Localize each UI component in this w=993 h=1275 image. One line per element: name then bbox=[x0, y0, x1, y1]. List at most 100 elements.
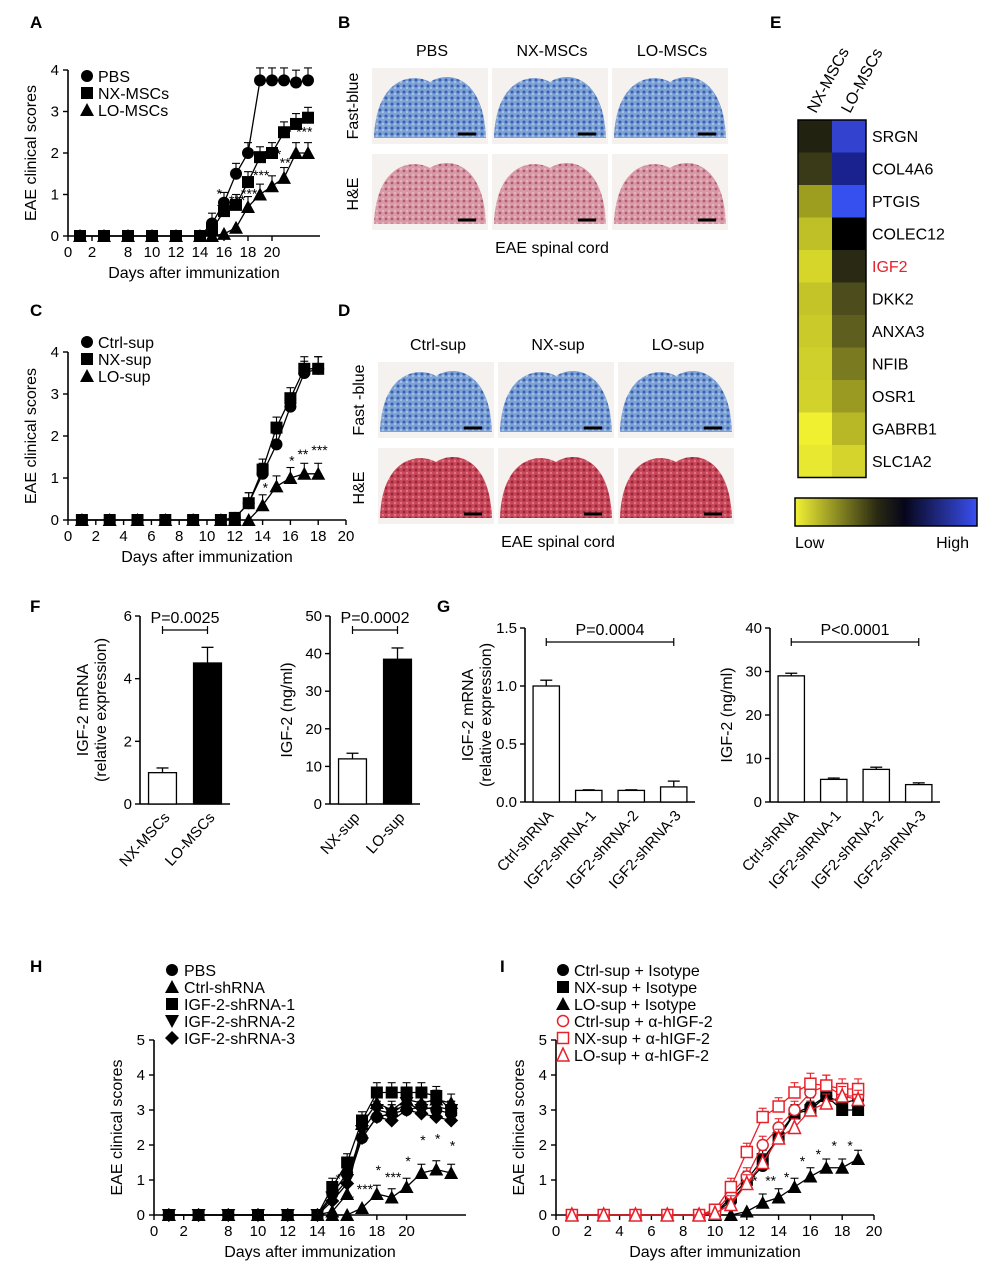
tissue-section bbox=[620, 456, 732, 518]
data-point bbox=[256, 463, 269, 476]
x-tick-label: 0 bbox=[64, 244, 72, 261]
significance-mark: *** bbox=[311, 442, 328, 458]
data-point bbox=[691, 1206, 707, 1222]
y-tick-label: 3 bbox=[539, 1102, 547, 1119]
panel-label: A bbox=[30, 13, 42, 32]
series-line bbox=[80, 117, 309, 237]
data-point bbox=[415, 1086, 428, 1099]
data-point bbox=[290, 76, 302, 89]
x-axis-label: Days after immunization bbox=[629, 1244, 801, 1261]
x-tick-label: 10 bbox=[199, 528, 216, 545]
data-point bbox=[205, 229, 219, 242]
x-axis-label: Days after immunization bbox=[121, 549, 293, 566]
data-point bbox=[739, 1174, 754, 1191]
y-tick-label: 2 bbox=[539, 1137, 547, 1154]
x-axis-label: Days after immunization bbox=[224, 1244, 396, 1261]
heatmap-cell bbox=[832, 380, 866, 413]
data-point bbox=[430, 1090, 443, 1102]
bar bbox=[777, 675, 806, 803]
panel-label: E bbox=[770, 13, 781, 32]
x-tick-label: 4 bbox=[615, 1223, 623, 1240]
heatmap-cell bbox=[798, 185, 832, 218]
x-tick-label: 18 bbox=[310, 528, 327, 545]
tissue-section bbox=[494, 76, 606, 138]
gene-label: OSR1 bbox=[872, 389, 916, 406]
data-point bbox=[852, 1104, 865, 1116]
color-scale bbox=[794, 497, 978, 527]
panel-g-mrna-chart: 0.00.51.01.5Ctrl-shRNAIGF2-shRNA-1IGF2-s… bbox=[460, 620, 695, 892]
series-line bbox=[81, 368, 319, 521]
legend-entry: Ctrl-sup + Isotype bbox=[574, 963, 700, 980]
y-tick-label: 4 bbox=[539, 1067, 547, 1084]
heatmap-cell bbox=[832, 250, 866, 283]
data-point bbox=[803, 1169, 818, 1183]
y-axis-label: IGF-2 (ng/ml) bbox=[719, 667, 736, 762]
y-tick-label: 3 bbox=[51, 104, 59, 121]
heatmap-cell bbox=[832, 315, 866, 348]
x-tick-label: 10 bbox=[144, 244, 161, 261]
data-point bbox=[414, 1106, 429, 1121]
data-point bbox=[227, 513, 242, 526]
data-point bbox=[298, 362, 311, 375]
significance-mark: ** bbox=[765, 1172, 776, 1188]
data-point bbox=[186, 513, 201, 526]
x-tick-label: 14 bbox=[770, 1223, 787, 1240]
p-value: P<0.0001 bbox=[821, 622, 890, 639]
y-tick-label: 20 bbox=[745, 707, 762, 724]
data-point bbox=[444, 1104, 459, 1117]
data-point bbox=[311, 466, 326, 480]
data-point bbox=[193, 229, 207, 242]
significance-mark: * bbox=[450, 1137, 456, 1153]
legend-marker bbox=[556, 1031, 570, 1045]
x-tick-label: 2 bbox=[180, 1223, 188, 1240]
data-point bbox=[280, 1208, 295, 1221]
y-tick-label: 30 bbox=[305, 683, 322, 700]
x-tick-label: 16 bbox=[339, 1223, 356, 1240]
data-point bbox=[278, 74, 290, 87]
data-point bbox=[251, 1208, 265, 1221]
bar bbox=[192, 662, 223, 805]
x-tick-label: 8 bbox=[679, 1223, 687, 1240]
row-title: H&E bbox=[351, 472, 368, 505]
data-point bbox=[444, 1113, 459, 1128]
data-point bbox=[787, 1180, 802, 1193]
data-point bbox=[755, 1195, 770, 1209]
gene-label: GABRB1 bbox=[872, 422, 937, 439]
data-point bbox=[340, 1187, 355, 1200]
panel-label: F bbox=[30, 597, 40, 616]
data-point bbox=[73, 229, 87, 242]
y-tick-label: 0 bbox=[51, 228, 59, 245]
y-axis-label: IGF-2 mRNA bbox=[75, 663, 92, 756]
y-tick-label: 1 bbox=[51, 187, 59, 204]
y-tick-label: 0 bbox=[51, 512, 59, 529]
data-point bbox=[290, 117, 302, 130]
legend-marker bbox=[557, 981, 569, 993]
y-axis-label-unit: (relative expression) bbox=[478, 643, 495, 787]
y-tick-label: 0 bbox=[124, 796, 132, 813]
data-point bbox=[723, 1208, 738, 1221]
column-title: Ctrl-sup bbox=[410, 337, 466, 354]
legend-entry: NX-sup + Isotype bbox=[574, 980, 697, 997]
data-point bbox=[724, 1180, 738, 1194]
legend-marker bbox=[81, 336, 93, 348]
data-point bbox=[820, 1079, 833, 1092]
data-point bbox=[803, 1101, 818, 1117]
panel-label: D bbox=[338, 301, 350, 320]
tissue-section bbox=[614, 162, 726, 224]
x-tick-label: 18 bbox=[369, 1223, 386, 1240]
gene-label: ANXA3 bbox=[872, 324, 925, 341]
data-point bbox=[819, 1160, 834, 1174]
data-point bbox=[241, 513, 256, 526]
legend-entry: NX-MSCs bbox=[98, 86, 169, 103]
y-tick-label: 4 bbox=[137, 1067, 145, 1084]
significance-mark: * bbox=[289, 452, 295, 468]
data-point bbox=[284, 392, 297, 405]
legend-marker bbox=[557, 964, 569, 976]
heatmap-cell bbox=[798, 250, 832, 283]
y-tick-label: 1 bbox=[51, 470, 59, 487]
panel-label: B bbox=[338, 13, 350, 32]
y-tick-label: 40 bbox=[745, 620, 762, 637]
significance-mark: *** bbox=[385, 1169, 402, 1185]
data-point bbox=[230, 167, 242, 180]
